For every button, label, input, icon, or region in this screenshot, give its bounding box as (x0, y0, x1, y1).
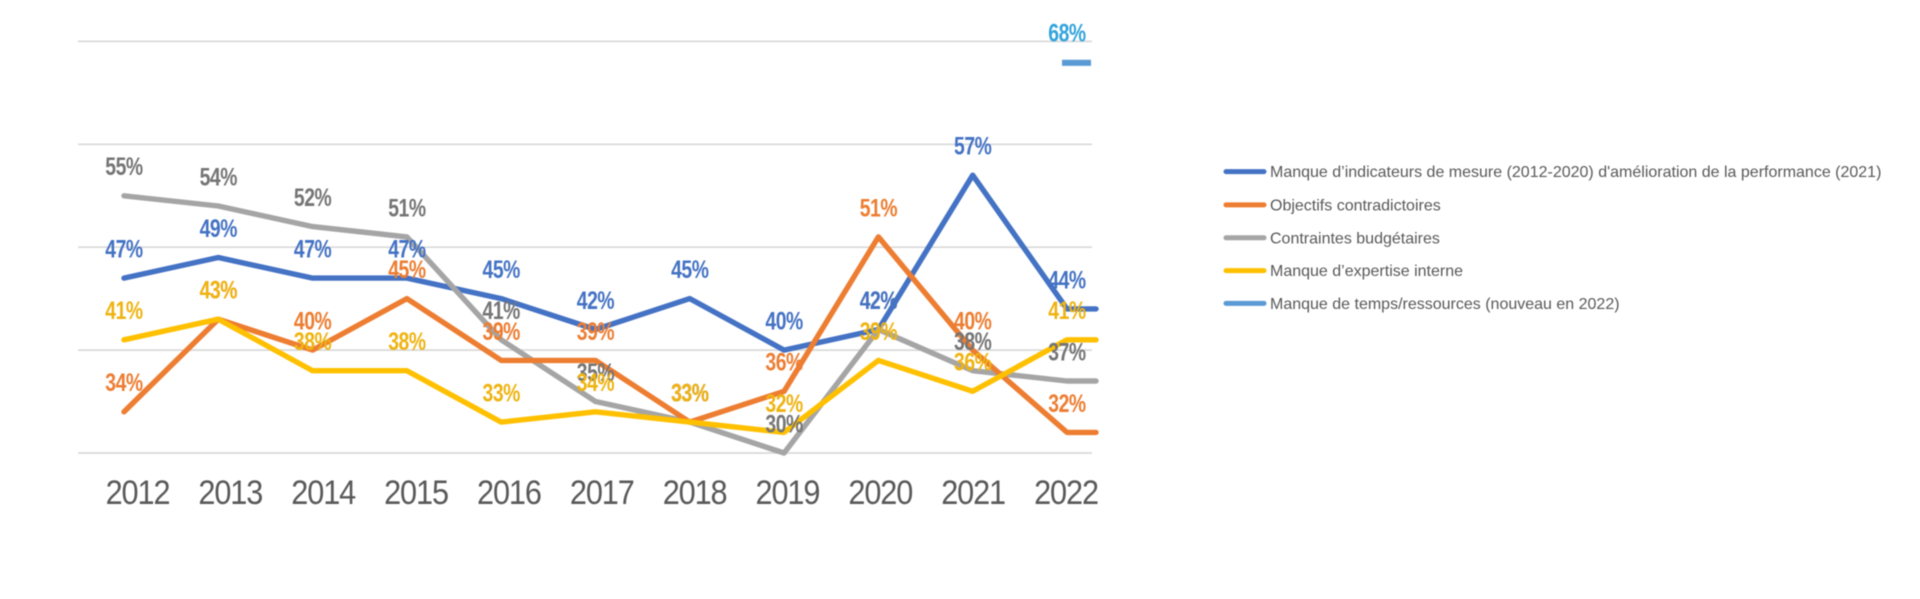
svg-text:57%: 57% (954, 132, 992, 160)
svg-text:45%: 45% (388, 256, 426, 284)
svg-text:35%: 35% (577, 359, 615, 387)
svg-text:42%: 42% (577, 287, 615, 315)
svg-text:43%: 43% (200, 276, 238, 304)
svg-text:2020: 2020 (848, 472, 912, 511)
svg-text:40%: 40% (954, 307, 992, 335)
svg-text:2015: 2015 (384, 472, 448, 511)
svg-text:54%: 54% (200, 163, 238, 191)
svg-text:40%: 40% (294, 307, 332, 335)
svg-text:2019: 2019 (756, 472, 820, 511)
svg-text:Manque d’expertise interne: Manque d’expertise interne (1270, 263, 1463, 280)
svg-text:51%: 51% (860, 194, 898, 222)
svg-text:41%: 41% (105, 297, 143, 325)
svg-text:36%: 36% (765, 348, 803, 376)
svg-text:42%: 42% (860, 287, 898, 315)
svg-text:47%: 47% (388, 235, 426, 263)
svg-text:33%: 33% (671, 379, 709, 407)
svg-text:43%: 43% (200, 276, 238, 304)
svg-text:42%: 42% (860, 287, 898, 315)
svg-text:39%: 39% (860, 317, 898, 345)
svg-text:32%: 32% (765, 389, 803, 417)
svg-text:2022: 2022 (1034, 472, 1098, 511)
svg-text:55%: 55% (105, 153, 143, 181)
svg-text:39%: 39% (482, 317, 520, 345)
svg-text:52%: 52% (294, 184, 332, 212)
svg-text:2021: 2021 (941, 472, 1005, 511)
svg-text:2012: 2012 (106, 472, 170, 511)
svg-text:49%: 49% (200, 215, 238, 243)
svg-text:32%: 32% (1048, 389, 1086, 417)
svg-text:68%: 68% (1048, 19, 1086, 47)
svg-text:2017: 2017 (570, 472, 634, 511)
svg-text:37%: 37% (1048, 338, 1086, 366)
svg-text:38%: 38% (954, 328, 992, 356)
svg-text:45%: 45% (671, 256, 709, 284)
svg-text:41%: 41% (1048, 297, 1086, 325)
svg-text:38%: 38% (294, 328, 332, 356)
svg-text:33%: 33% (671, 379, 709, 407)
svg-text:Objectifs contradictoires: Objectifs contradictoires (1270, 197, 1441, 214)
svg-text:34%: 34% (105, 369, 143, 397)
svg-text:2016: 2016 (477, 472, 541, 511)
svg-text:30%: 30% (765, 410, 803, 438)
svg-text:2013: 2013 (198, 472, 262, 511)
svg-text:45%: 45% (482, 256, 520, 284)
svg-text:Manque d’indicateurs de mesure: Manque d’indicateurs de mesure (2012-202… (1270, 164, 1881, 181)
svg-text:38%: 38% (388, 328, 426, 356)
svg-text:Contraintes budgétaires: Contraintes budgétaires (1270, 230, 1440, 247)
svg-text:33%: 33% (671, 379, 709, 407)
svg-text:47%: 47% (294, 235, 332, 263)
svg-text:41%: 41% (482, 297, 520, 325)
svg-text:34%: 34% (577, 369, 615, 397)
svg-text:40%: 40% (765, 307, 803, 335)
svg-text:2014: 2014 (291, 472, 356, 511)
svg-text:44%: 44% (1048, 266, 1086, 294)
svg-text:33%: 33% (482, 379, 520, 407)
svg-text:39%: 39% (577, 317, 615, 345)
svg-text:51%: 51% (388, 194, 426, 222)
svg-text:36%: 36% (954, 348, 992, 376)
svg-text:47%: 47% (105, 235, 143, 263)
svg-text:Manque de temps/ressources (no: Manque de temps/ressources (nouveau en 2… (1270, 296, 1620, 313)
svg-text:2018: 2018 (663, 472, 727, 511)
